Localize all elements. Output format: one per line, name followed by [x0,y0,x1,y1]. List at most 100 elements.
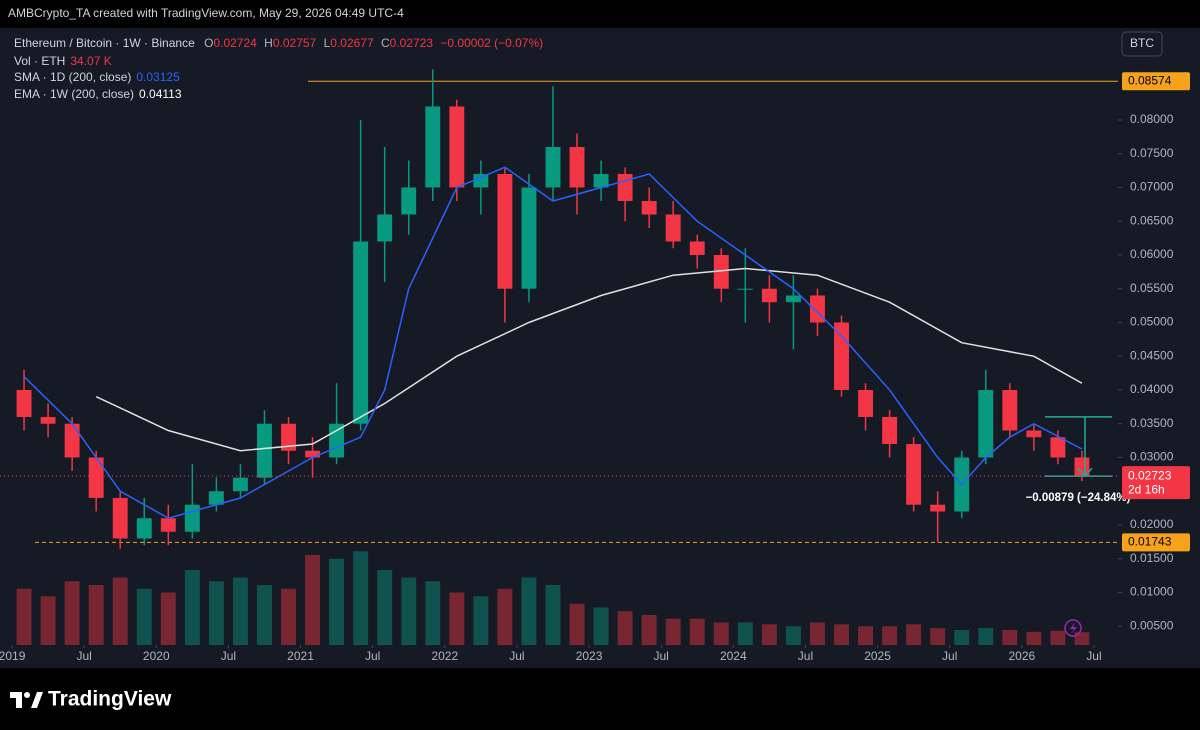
y-tick-label: 0.06500 [1130,213,1174,227]
measure-label: −0.00879 (−24.84%) [1026,492,1131,504]
volume-bar [665,618,681,645]
candle-body [569,146,585,188]
candle-body [232,477,248,492]
volume-bar [593,607,609,645]
logo-t [10,692,22,708]
volume-bar [160,592,176,645]
logo-v [31,692,43,708]
x-tick-label: Jul [1086,649,1101,663]
x-tick-label: 2020 [143,649,170,663]
currency-label[interactable]: BTC [1130,36,1154,50]
y-tick-label: 0.00500 [1130,618,1174,632]
candle-body [1002,389,1018,431]
volume-bar [112,577,128,645]
candle-body [257,423,272,478]
last-price-label: 0.02723 [1128,468,1172,482]
vol-value: 34.07 K [70,54,111,68]
volume-bar [1050,630,1066,645]
ohlc-key: H [264,36,273,50]
y-tick-label: 0.05000 [1130,315,1174,329]
candle-body [665,214,681,242]
countdown: 2d 16h [1128,482,1165,496]
change: −0.00002 (−0.07%) [440,36,543,50]
candle-body [1050,437,1066,458]
volume-bar [40,596,56,645]
candle-body [689,241,705,255]
currency-button[interactable] [1121,31,1163,57]
ohlc-value: 0.02724 [213,36,257,50]
x-tick-label: 2023 [576,649,603,663]
candle-body [112,497,128,539]
volume-bar [449,592,465,645]
y-tick-label: 0.05500 [1130,281,1174,295]
candle-body [1026,430,1042,438]
y-tick-label: 0.06000 [1130,247,1174,261]
candle-body [16,389,32,417]
ema-legend: EMA · 1W (200, close) 0.04113 [14,87,182,101]
candle-body [521,187,537,289]
volume-bar [353,551,369,645]
volume-bar [882,626,898,645]
vol-name: Vol · ETH [14,54,65,68]
x-tick-label: Jul [654,649,669,663]
volume-bar [930,628,946,645]
header: AMBCrypto_TA created with TradingView.co… [8,6,404,20]
brand-logo [10,692,43,708]
volume-bar [1002,630,1018,645]
volume-bar [521,577,537,645]
candle-body [641,200,657,215]
volume-bar [329,558,345,645]
volume-bar [257,585,272,645]
sma-value: 0.03125 [136,70,180,84]
volume-bar [305,555,321,645]
candle-body [353,241,369,424]
vol-legend: Vol · ETH 34.07 K [14,54,112,68]
y-tick-label: 0.04500 [1130,348,1174,362]
sma-line [23,166,1083,520]
alert-icon[interactable] [1064,619,1082,637]
plot [0,69,1118,645]
x-tick-label: Jul [76,649,91,663]
candle-body [184,504,200,532]
candle-body [545,146,561,188]
volume-bar [281,588,296,645]
level-tag [1122,533,1190,552]
volume-bar [713,622,729,645]
ohlc-value: 0.02723 [390,36,434,50]
candle-body [593,173,609,188]
candle-body [425,106,441,188]
y-tick-label: 0.04000 [1130,382,1174,396]
candle-body [305,450,321,458]
volume-bar [785,626,801,645]
candle-body [761,288,777,303]
candle-body [64,423,80,458]
candle-body [136,518,152,539]
candle-body [834,322,849,390]
x-tick-label: Jul [221,649,236,663]
x-tick-label: 2022 [431,649,458,663]
candle-body [737,288,753,290]
y-tick-label: 0.01500 [1130,551,1174,565]
volume-bar [64,581,80,645]
volume-bar [761,624,777,645]
ema-line [95,267,1083,452]
ohlc-key: C [381,36,390,50]
x-tick-label: 2026 [1008,649,1035,663]
candle-body [713,254,729,289]
y-tick-label: 0.07500 [1130,146,1174,160]
y-tick-label: 0.08000 [1130,112,1174,126]
volume-bar [425,581,441,645]
volume-bar [641,615,657,645]
volume-bar [1026,631,1042,645]
last-price-tag [1122,466,1190,500]
volume-bar [232,577,248,645]
candle-body [160,518,176,532]
sma-legend: SMA · 1D (200, close) 0.03125 [14,70,180,84]
candle-body [497,173,513,289]
x-tick-label: Jul [365,649,380,663]
y-tick-label: 0.03000 [1130,450,1174,464]
x-tick-label: Jul [798,649,813,663]
candle-body [930,504,946,512]
x-tick-label: Jul [942,649,957,663]
